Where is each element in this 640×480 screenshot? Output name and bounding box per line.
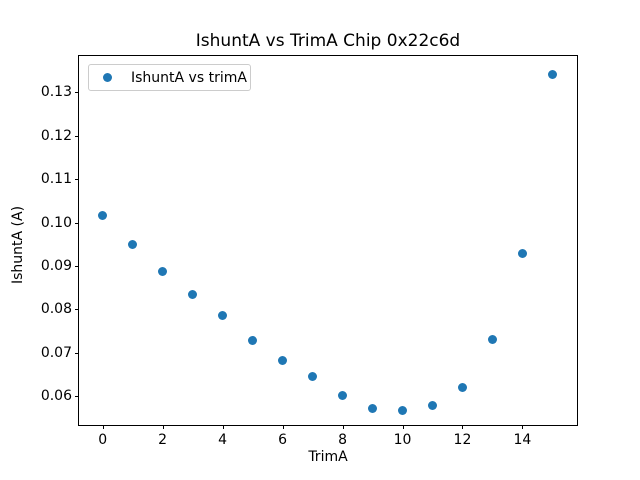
data-point [188, 290, 198, 300]
chart-title: IshuntA vs TrimA Chip 0x22c6d [195, 31, 461, 51]
y-tick-label: 0.07 [40, 344, 72, 361]
data-point [368, 404, 378, 414]
y-tick-mark [75, 222, 79, 224]
x-tick-label: 14 [513, 432, 532, 448]
x-tick-mark [162, 425, 164, 429]
data-point [248, 335, 258, 345]
legend-label: IshuntA vs trimA [131, 69, 247, 86]
x-tick-label: 2 [158, 432, 168, 448]
x-tick-mark [522, 425, 524, 429]
y-tick-mark [75, 309, 79, 311]
y-tick-mark [75, 179, 79, 181]
y-tick-mark [75, 352, 79, 354]
data-point [427, 400, 437, 410]
x-tick-mark [462, 425, 464, 429]
data-point [158, 266, 168, 276]
y-tick-label: 0.09 [40, 257, 72, 274]
plot-area [78, 55, 578, 426]
data-point [128, 239, 138, 249]
y-tick-label: 0.10 [40, 214, 72, 231]
y-tick-mark [75, 135, 79, 137]
x-tick-mark [102, 425, 104, 429]
y-tick-label: 0.11 [40, 171, 72, 188]
legend: IshuntA vs trimA [88, 64, 251, 91]
scatter-marker-icon [103, 73, 112, 82]
x-tick-label: 6 [278, 432, 288, 448]
y-tick-label: 0.08 [40, 301, 72, 318]
y-tick-label: 0.06 [40, 387, 72, 404]
x-tick-mark [282, 425, 284, 429]
x-tick-label: 4 [218, 432, 228, 448]
data-point [457, 382, 467, 392]
y-tick-mark [75, 395, 79, 397]
data-point [517, 248, 527, 258]
x-tick-label: 0 [98, 432, 108, 448]
y-tick-mark [75, 92, 79, 94]
data-point [487, 334, 497, 344]
x-tick-mark [402, 425, 404, 429]
y-tick-mark [75, 265, 79, 267]
y-axis-label: IshuntA (A) [10, 205, 26, 285]
data-point [98, 211, 108, 221]
data-point [338, 391, 348, 401]
x-tick-mark [342, 425, 344, 429]
y-tick-label: 0.13 [40, 84, 72, 101]
x-tick-label: 8 [338, 432, 347, 448]
x-tick-label: 10 [393, 432, 412, 448]
data-point [218, 311, 228, 321]
data-point [398, 405, 407, 415]
x-tick-mark [222, 425, 224, 429]
x-tick-label: 12 [453, 432, 472, 448]
data-point [308, 371, 318, 381]
data-point [547, 70, 557, 80]
data-point [278, 356, 288, 366]
x-axis-label: TrimA [308, 449, 348, 465]
y-tick-label: 0.12 [40, 127, 72, 144]
